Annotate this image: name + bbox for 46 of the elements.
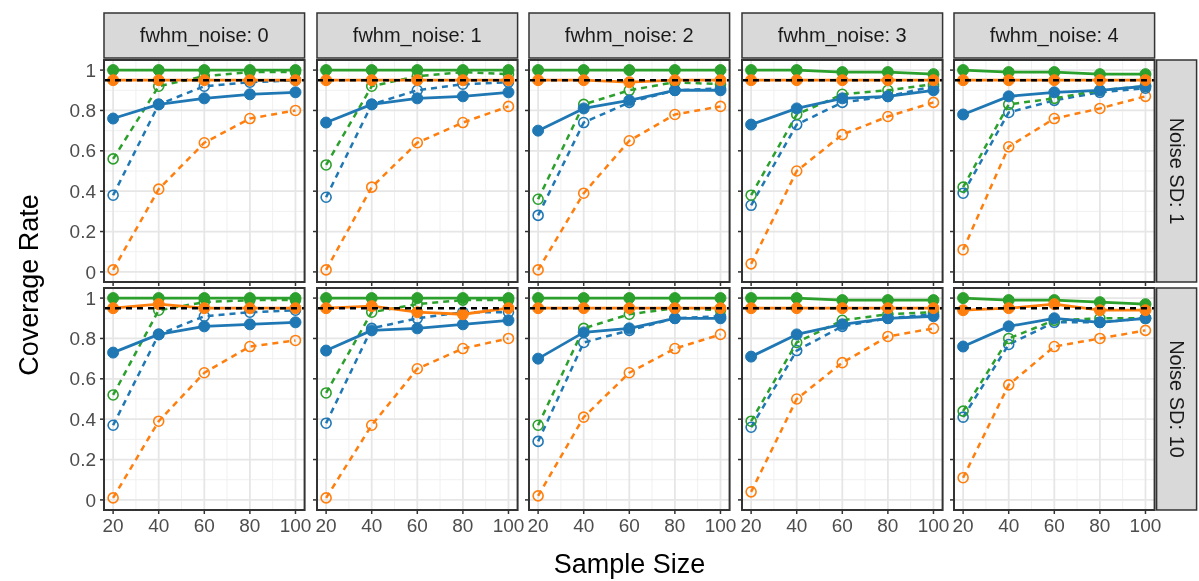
chart-title: fwhm_noise: 2 xyxy=(565,24,694,48)
x-axis-title: Sample Size xyxy=(553,549,706,579)
x-tick-label: 20 xyxy=(102,515,124,536)
y-tick-label: 1 xyxy=(85,287,96,309)
x-tick-label: 60 xyxy=(1044,515,1066,536)
y-tick-label: 0 xyxy=(85,261,96,283)
y-tick-label: 1 xyxy=(85,59,96,81)
x-tick-label: 40 xyxy=(573,515,595,536)
x-tick-label: 80 xyxy=(239,515,261,536)
x-tick-label: 100 xyxy=(704,515,737,536)
x-tick-label: 40 xyxy=(785,515,808,536)
x-tick-label: 100 xyxy=(492,515,524,536)
x-tick-label: 60 xyxy=(831,515,853,536)
x-tick-label: 60 xyxy=(618,515,641,536)
y-tick-label: 0.4 xyxy=(69,408,96,430)
x-tick-label: 20 xyxy=(315,515,337,536)
y-tick-label: 0.4 xyxy=(69,180,96,202)
y-tick-label: 0.2 xyxy=(69,449,96,471)
chart-title: fwhm_noise: 1 xyxy=(352,24,482,48)
x-tick-label: 80 xyxy=(1089,515,1111,536)
x-tick-label: 100 xyxy=(279,515,312,536)
y-tick-label: 0.8 xyxy=(69,328,96,350)
x-tick-label: 20 xyxy=(740,515,762,536)
y-tick-label: 0.6 xyxy=(69,140,96,162)
x-tick-label: 20 xyxy=(952,515,975,536)
y2-axis-title: Noise SD: 1 xyxy=(1165,117,1188,225)
y-tick-label: 0.8 xyxy=(69,100,96,122)
x-tick-label: 60 xyxy=(406,515,428,536)
x-tick-label: 100 xyxy=(917,515,950,536)
x-tick-label: 80 xyxy=(877,515,899,536)
y-axis-title: Coverage Rate xyxy=(14,194,44,376)
x-tick-label: 20 xyxy=(527,515,549,536)
x-tick-label: 40 xyxy=(360,515,382,536)
y-tick-label: 0.2 xyxy=(69,221,96,243)
x-tick-label: 80 xyxy=(451,515,474,536)
y2-axis-title: Noise SD: 10 xyxy=(1165,340,1188,458)
chart-title: fwhm_noise: 3 xyxy=(777,24,907,48)
x-tick-label: 100 xyxy=(1130,515,1162,536)
x-tick-label: 80 xyxy=(664,515,686,536)
y-tick-label: 0.6 xyxy=(69,368,96,390)
y-tick-label: 0 xyxy=(85,489,96,511)
chart-title: fwhm_noise: 0 xyxy=(139,24,269,48)
x-tick-label: 40 xyxy=(148,515,170,536)
x-tick-label: 40 xyxy=(998,515,1020,536)
x-tick-label: 60 xyxy=(193,515,215,536)
chart-title: fwhm_noise: 4 xyxy=(990,24,1120,48)
